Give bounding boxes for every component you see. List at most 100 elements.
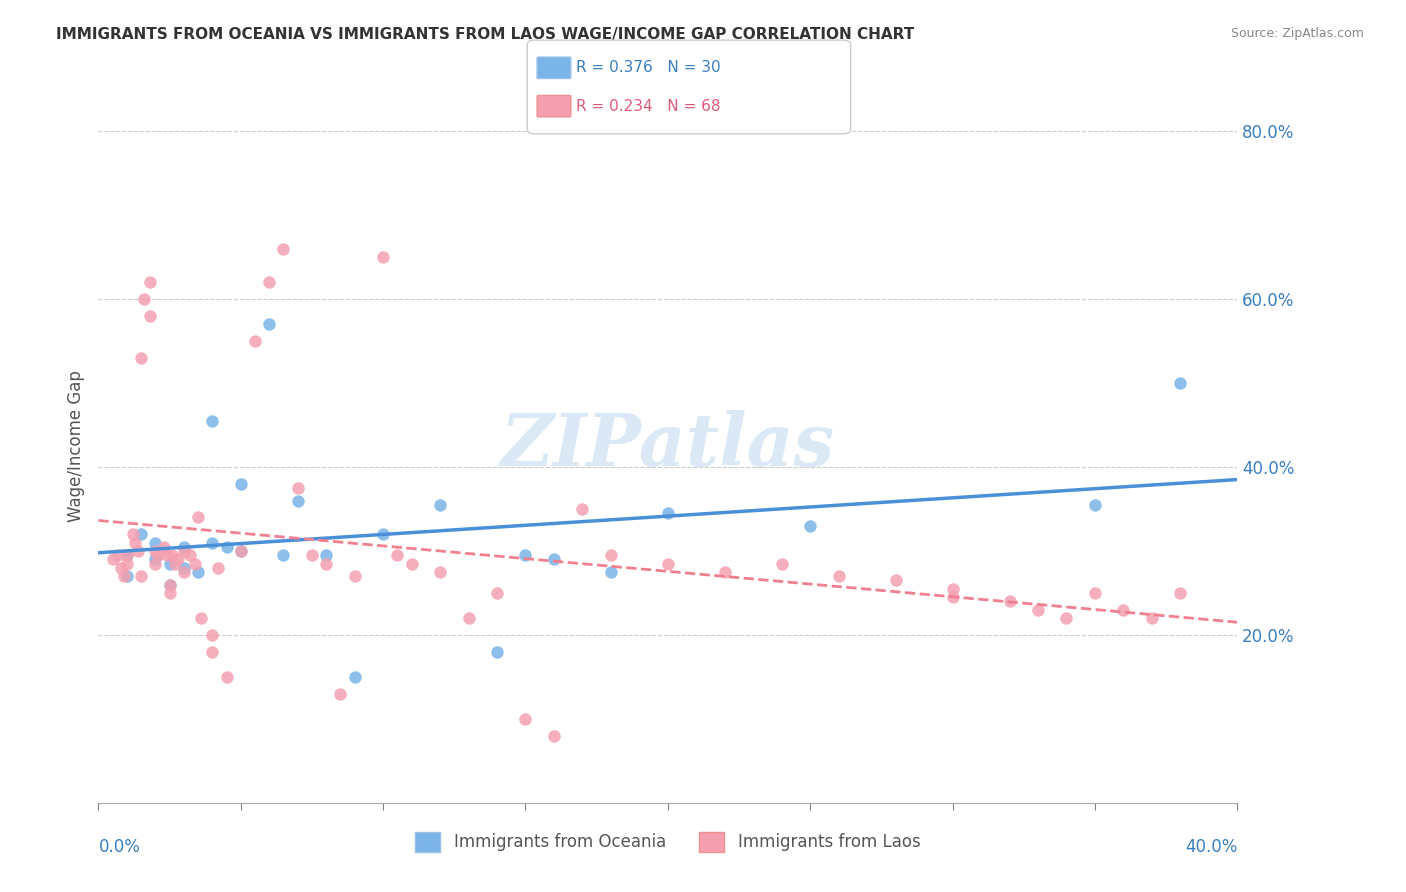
Point [543, 729, 565, 743]
Point [373, 250, 395, 264]
Point [159, 577, 181, 591]
Point [229, 476, 252, 491]
Legend: Immigrants from Oceania, Immigrants from Laos: Immigrants from Oceania, Immigrants from… [409, 825, 927, 859]
Point [156, 548, 179, 562]
Text: R = 0.376   N = 30: R = 0.376 N = 30 [576, 61, 721, 75]
Point [215, 670, 238, 684]
Point [145, 557, 167, 571]
Point [201, 645, 224, 659]
Point [112, 569, 135, 583]
Point [132, 292, 155, 306]
Point [115, 557, 138, 571]
Point [138, 309, 160, 323]
Point [714, 565, 737, 579]
Point [315, 557, 337, 571]
Point [215, 540, 238, 554]
Point [600, 565, 623, 579]
Point [315, 548, 337, 562]
Point [287, 493, 309, 508]
Text: IMMIGRANTS FROM OCEANIA VS IMMIGRANTS FROM LAOS WAGE/INCOME GAP CORRELATION CHAR: IMMIGRANTS FROM OCEANIA VS IMMIGRANTS FR… [56, 27, 914, 42]
Point [173, 540, 195, 554]
Point [173, 560, 195, 574]
Point [187, 565, 209, 579]
Point [259, 275, 281, 289]
Point [1056, 611, 1078, 625]
Point [110, 560, 132, 574]
Y-axis label: Wage/Income Gap: Wage/Income Gap [66, 370, 84, 522]
Point [401, 557, 423, 571]
Point [121, 527, 143, 541]
Point [429, 565, 451, 579]
Point [942, 590, 965, 604]
Point [1170, 586, 1192, 600]
Point [115, 548, 138, 562]
Point [884, 574, 907, 588]
Point [150, 544, 173, 558]
Point [343, 670, 366, 684]
Text: Source: ZipAtlas.com: Source: ZipAtlas.com [1230, 27, 1364, 40]
Text: 0.0%: 0.0% [98, 838, 141, 855]
Point [329, 687, 352, 701]
Point [657, 506, 679, 520]
Point [942, 582, 965, 596]
Text: ZIPatlas: ZIPatlas [501, 410, 835, 482]
Point [162, 548, 184, 562]
Point [457, 611, 479, 625]
Point [229, 544, 252, 558]
Point [148, 548, 170, 562]
Point [515, 712, 537, 726]
Point [145, 535, 167, 549]
Point [201, 414, 224, 428]
Point [657, 557, 679, 571]
Point [486, 645, 509, 659]
Point [165, 557, 187, 571]
Point [159, 557, 181, 571]
Point [145, 544, 167, 558]
Point [153, 540, 176, 554]
Point [115, 548, 138, 562]
Point [127, 544, 149, 558]
Point [600, 548, 623, 562]
Point [1084, 498, 1107, 512]
Point [173, 544, 195, 558]
Point [259, 318, 281, 332]
Point [179, 548, 201, 562]
Point [201, 535, 224, 549]
Point [770, 557, 793, 571]
Point [1026, 603, 1049, 617]
Point [138, 275, 160, 289]
Point [107, 548, 129, 562]
Point [173, 565, 195, 579]
Point [184, 557, 207, 571]
Point [124, 535, 146, 549]
Point [828, 569, 851, 583]
Point [1084, 586, 1107, 600]
Point [167, 552, 190, 566]
Point [273, 548, 295, 562]
Point [429, 498, 451, 512]
Point [373, 527, 395, 541]
Point [145, 552, 167, 566]
Point [1112, 603, 1135, 617]
Point [343, 569, 366, 583]
Point [799, 518, 821, 533]
Point [543, 552, 565, 566]
Point [159, 577, 181, 591]
Point [129, 351, 152, 365]
Point [229, 544, 252, 558]
Point [159, 586, 181, 600]
Point [1170, 376, 1192, 390]
Point [273, 242, 295, 256]
Point [207, 560, 229, 574]
Point [201, 628, 224, 642]
Point [515, 548, 537, 562]
Text: 40.0%: 40.0% [1185, 838, 1237, 855]
Point [1140, 611, 1163, 625]
Point [115, 569, 138, 583]
Point [301, 548, 323, 562]
Point [998, 594, 1021, 608]
Point [486, 586, 509, 600]
Point [571, 502, 593, 516]
Point [243, 334, 266, 348]
Point [129, 569, 152, 583]
